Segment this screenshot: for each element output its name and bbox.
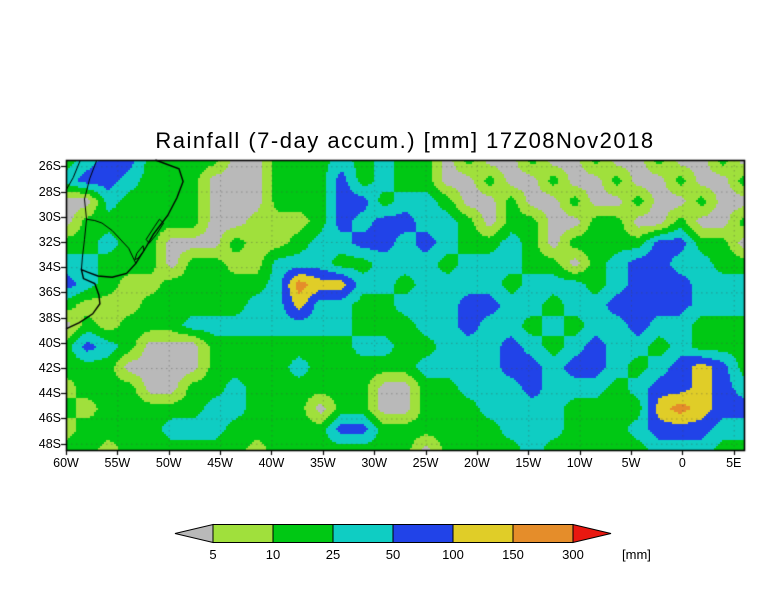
colorbar-unit-label: [mm] — [622, 547, 651, 562]
y-axis-label: 36S — [38, 285, 61, 300]
x-axis-label: 20W — [464, 456, 490, 470]
colorbar-tick-label: 5 — [209, 547, 217, 562]
x-axis-label: 35W — [309, 456, 336, 470]
colorbar-segment — [392, 524, 454, 543]
colorbar: [mm] 5 10 25 50 100 150 300 — [170, 523, 770, 578]
colorbar-tick-label: 50 — [385, 547, 401, 562]
y-axis-label: 30S — [38, 209, 61, 224]
y-axis-label: 34S — [38, 260, 61, 275]
y-axis-labels: 26S 28S 30S 32S 34S 36S 38S 40S 42S 44S 46S 48S — [0, 0, 61, 470]
y-axis-label: 32S — [38, 234, 61, 249]
x-axis-label: 0 — [678, 456, 686, 470]
x-axis-label: 50W — [155, 456, 182, 470]
y-axis-label: 28S — [38, 184, 61, 199]
colorbar-bar — [174, 523, 612, 544]
x-axis-labels: 60W 55W 50W 45W 40W 35W 30W 25W 20W 15W 10W 5W 0 5E — [0, 456, 784, 474]
y-axis-label: 38S — [38, 310, 61, 325]
y-axis-label: 48S — [38, 436, 61, 451]
colorbar-segment — [512, 524, 574, 543]
colorbar-tick-label: 100 — [442, 547, 464, 562]
x-axis-label: 60W — [53, 456, 79, 470]
map-canvas — [0, 0, 784, 470]
y-axis-label: 40S — [38, 335, 61, 350]
y-axis-label: 26S — [38, 159, 61, 174]
colorbar-segment — [272, 524, 334, 543]
x-axis-label: 5W — [621, 456, 641, 470]
x-axis-label: 25W — [412, 456, 439, 470]
x-axis-label: 55W — [104, 456, 131, 470]
colorbar-segment — [212, 524, 274, 543]
x-axis-label: 5E — [726, 456, 742, 470]
y-axis-label: 42S — [38, 361, 61, 376]
x-axis-label: 45W — [207, 456, 233, 470]
x-axis-label: 15W — [515, 456, 542, 470]
colorbar-tick-label: 10 — [265, 547, 281, 562]
colorbar-below-arrow — [174, 523, 214, 544]
x-axis-label: 30W — [361, 456, 388, 470]
colorbar-tick-label: 300 — [562, 547, 584, 562]
x-axis-label: 10W — [566, 456, 593, 470]
colorbar-segment — [452, 524, 514, 543]
colorbar-tick-label: 25 — [325, 547, 341, 562]
y-axis-label: 44S — [38, 386, 61, 401]
colorbar-segment — [332, 524, 394, 543]
x-axis-label: 40W — [258, 456, 285, 470]
colorbar-tick-label: 150 — [502, 547, 524, 562]
chart-title: Rainfall (7-day accum.) [mm] 17Z08Nov201… — [155, 128, 655, 153]
colorbar-above-arrow — [572, 523, 612, 544]
y-axis-label: 46S — [38, 411, 61, 426]
